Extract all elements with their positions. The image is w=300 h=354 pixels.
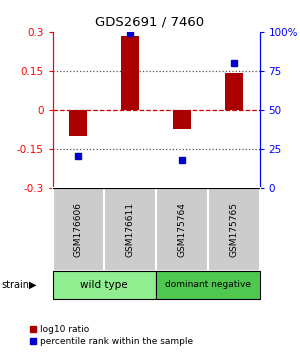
Text: wild type: wild type — [80, 280, 128, 290]
Bar — [52, 271, 156, 299]
Bar — [173, 110, 191, 129]
Bar — [156, 271, 260, 299]
Text: dominant negative: dominant negative — [165, 280, 251, 290]
Bar — [121, 36, 139, 110]
Text: ▶: ▶ — [28, 280, 36, 290]
Bar — [52, 188, 104, 271]
Bar — [69, 110, 87, 136]
Legend: log10 ratio, percentile rank within the sample: log10 ratio, percentile rank within the … — [26, 321, 197, 349]
Text: GSM175765: GSM175765 — [229, 202, 238, 257]
Text: strain: strain — [2, 280, 29, 290]
Bar — [156, 188, 208, 271]
Bar — [225, 73, 243, 110]
Bar — [208, 188, 260, 271]
Text: GSM176606: GSM176606 — [74, 202, 83, 257]
Text: GSM176611: GSM176611 — [126, 202, 135, 257]
Text: GDS2691 / 7460: GDS2691 / 7460 — [95, 16, 205, 29]
Bar — [104, 188, 156, 271]
Text: GSM175764: GSM175764 — [177, 202, 186, 257]
